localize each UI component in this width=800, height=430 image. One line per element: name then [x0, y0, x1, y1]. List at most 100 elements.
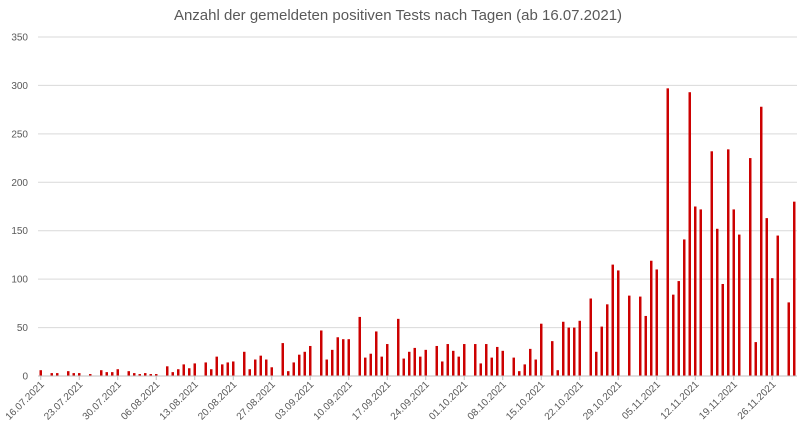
bar: [578, 320, 581, 376]
bar: [666, 88, 669, 376]
bar: [710, 151, 713, 376]
bar: [650, 260, 653, 376]
x-tick-label: 01.10.2021: [427, 379, 470, 422]
bar: [446, 344, 449, 376]
bar: [727, 149, 730, 376]
x-axis-ticks: 16.07.202123.07.202130.07.202106.08.2021…: [4, 376, 779, 423]
bar: [204, 362, 207, 376]
bar: [699, 209, 702, 376]
bar: [248, 369, 251, 376]
bar: [573, 327, 576, 376]
bar: [331, 349, 334, 376]
bar: [419, 356, 422, 376]
bar: [672, 294, 675, 376]
bar: [287, 371, 290, 376]
bar: [760, 106, 763, 377]
bar: [551, 341, 554, 376]
bar: [496, 346, 499, 376]
bar: [463, 344, 466, 376]
bar: [529, 348, 532, 376]
bar: [171, 372, 174, 376]
bar: [644, 315, 647, 376]
bar: [292, 362, 295, 376]
bar: [611, 264, 614, 376]
bar: [595, 351, 598, 376]
bar: [105, 372, 108, 376]
bar: [765, 218, 768, 376]
bar: [221, 364, 224, 376]
bar: [490, 357, 493, 376]
bar: [133, 373, 136, 376]
bar: [771, 278, 774, 376]
bar: [655, 269, 658, 376]
bar: [89, 374, 92, 376]
bar: [512, 357, 515, 376]
bar: [281, 343, 284, 376]
x-tick-label: 26.11.2021: [736, 379, 779, 422]
bar: [149, 374, 152, 376]
x-tick-label: 19.11.2021: [697, 379, 740, 422]
bar: [369, 353, 372, 376]
bar: [325, 359, 328, 376]
bar: [793, 201, 796, 376]
bar: [215, 356, 218, 376]
bar: [364, 357, 367, 376]
bar: [358, 316, 361, 376]
x-tick-label: 06.08.2021: [119, 379, 162, 422]
x-tick-label: 27.08.2021: [235, 379, 278, 422]
bar: [298, 354, 301, 376]
y-tick-label: 350: [11, 33, 28, 44]
x-tick-label: 24.09.2021: [389, 379, 432, 422]
bar: [111, 372, 114, 376]
bar: [518, 371, 521, 376]
y-tick-label: 150: [11, 226, 28, 237]
x-tick-label: 16.07.2021: [4, 379, 47, 422]
bar: [501, 350, 504, 376]
bar: [232, 361, 235, 376]
bar: [210, 369, 213, 376]
y-tick-label: 250: [11, 129, 28, 140]
bar: [523, 364, 526, 376]
x-tick-label: 10.09.2021: [312, 379, 355, 422]
bar: [56, 373, 59, 376]
x-tick-label: 20.08.2021: [196, 379, 239, 422]
x-tick-label: 12.11.2021: [659, 379, 702, 422]
bar: [193, 363, 196, 376]
bar: [127, 371, 130, 376]
bar: [677, 281, 680, 376]
bar: [441, 361, 444, 376]
bar: [375, 331, 378, 376]
x-tick-label: 29.10.2021: [581, 379, 624, 422]
bar: [397, 318, 400, 376]
y-tick-label: 200: [11, 178, 28, 189]
bar: [309, 345, 312, 376]
bar: [452, 350, 455, 376]
bar: [265, 359, 268, 376]
bar: [243, 351, 246, 376]
bar: [177, 369, 180, 376]
bar: [67, 371, 70, 376]
x-tick-label: 03.09.2021: [273, 379, 316, 422]
bar: [39, 370, 42, 376]
bar: [138, 374, 141, 376]
y-tick-label: 50: [17, 323, 29, 334]
bar: [732, 209, 735, 376]
bar: [457, 356, 460, 376]
bar: [226, 362, 229, 376]
bar: [408, 351, 411, 376]
chart-title: Anzahl der gemeldeten positiven Tests na…: [174, 7, 622, 24]
bar: [100, 370, 103, 376]
bar: [336, 337, 339, 376]
y-tick-label: 0: [22, 372, 28, 383]
bar: [155, 374, 158, 376]
x-tick-label: 23.07.2021: [42, 379, 85, 422]
bar: [347, 339, 350, 376]
bar: [78, 373, 81, 376]
bar: [435, 345, 438, 376]
bar: [380, 356, 383, 376]
bar: [402, 358, 405, 376]
bar: [628, 295, 631, 376]
bar: [534, 359, 537, 376]
bar: [303, 351, 306, 376]
bars: [39, 88, 796, 377]
